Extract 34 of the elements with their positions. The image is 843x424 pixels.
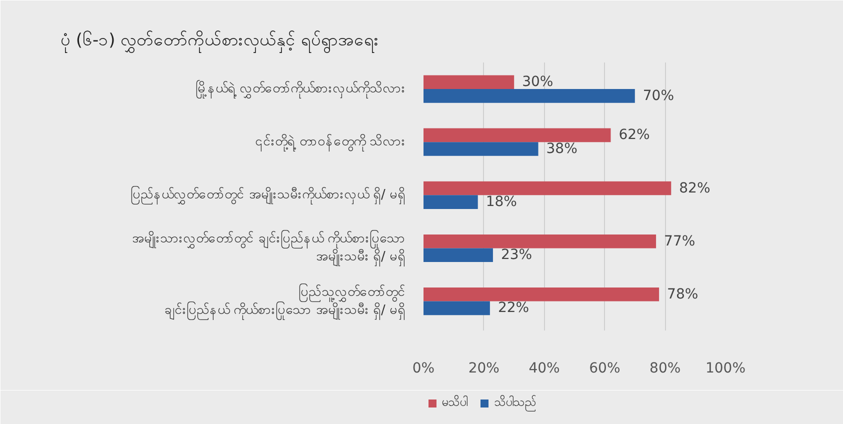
y-tick-label: အမျိုးသားလွှတ်တော်တွင် ချင်းပြည်နယ် ကိုယ်စားပြုသော အမျိုးသမီး ရှိ/ မရှိ (132, 230, 406, 267)
x-tick-label: 0% (412, 360, 435, 376)
data-label: 38% (546, 141, 578, 158)
x-tick-label: 80% (650, 360, 681, 376)
bar (424, 248, 493, 262)
data-label: 30% (522, 74, 554, 90)
y-tick-label: ၎င်းတို့ရဲ့ တာဝန်တွေကို သိလား (255, 134, 406, 152)
y-tick-label: ပြည်နယ်လွှတ်တော်တွင် အမျိုးသမီးကိုယ်စားလှယ် ရှိ/ မရှိ (130, 186, 406, 205)
bar (424, 181, 672, 196)
text: ပုံ (၆-၁) လွှတ်တော်ကိုယ်စားလှယ်နှင့် ရပ်ရွာအရေး (60, 30, 380, 54)
x-tick-label: 60% (589, 360, 620, 376)
data-label: 22% (498, 300, 530, 316)
data-label: 70% (642, 88, 674, 104)
data-label: 62% (618, 127, 650, 144)
bar (424, 301, 490, 316)
bar (424, 89, 635, 103)
bar (424, 142, 538, 156)
data-label: 78% (667, 286, 698, 302)
bar (424, 128, 611, 142)
y-tick-label: ပြည်သူ့လွှတ်တော်တွင် ချင်းပြည်နယ် ကိုယ်စားပြုသော အမျိုးသမီး ရှိ/ မရှိ (164, 282, 406, 320)
x-tick-label: 40% (528, 360, 560, 376)
data-label: 77% (664, 233, 696, 250)
bar (424, 234, 656, 248)
y-tick-label: မြို့နယ်ရဲ့ လွှတ်တော်ကိုယ်စားလှယ်ကိုသိလား (195, 80, 406, 99)
bar (424, 288, 660, 302)
bar (424, 75, 514, 90)
data-label: 18% (486, 194, 517, 210)
bar (424, 195, 478, 209)
data-label: 82% (679, 180, 710, 196)
legend-label: သိပါသည် (494, 394, 536, 412)
x-tick-label: 100% (705, 360, 746, 376)
data-label: 23% (500, 247, 532, 264)
legend-label: မသိပါ (442, 394, 467, 411)
x-tick-label: 20% (468, 360, 500, 376)
